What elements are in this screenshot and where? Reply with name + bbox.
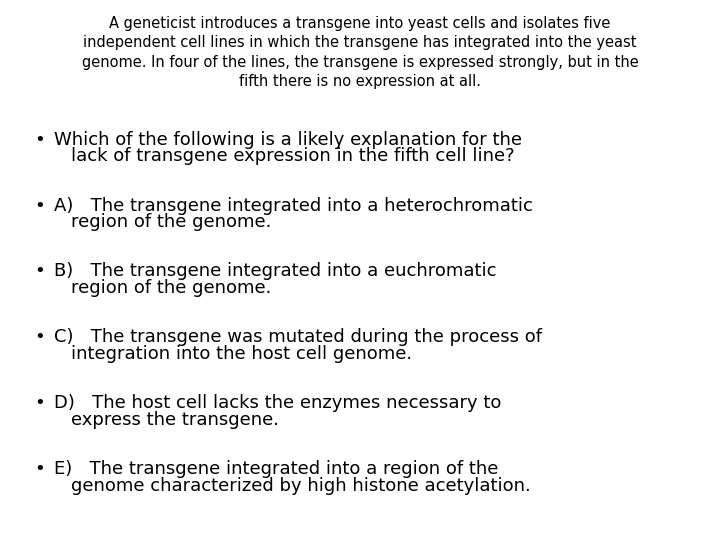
Text: •: • — [35, 394, 45, 412]
Text: •: • — [35, 460, 45, 478]
Text: •: • — [35, 262, 45, 280]
Text: lack of transgene expression in the fifth cell line?: lack of transgene expression in the fift… — [71, 147, 514, 165]
Text: region of the genome.: region of the genome. — [71, 213, 271, 231]
Text: •: • — [35, 197, 45, 214]
Text: B)   The transgene integrated into a euchromatic: B) The transgene integrated into a euchr… — [54, 262, 497, 280]
Text: C)   The transgene was mutated during the process of: C) The transgene was mutated during the … — [54, 328, 542, 346]
Text: Which of the following is a likely explanation for the: Which of the following is a likely expla… — [54, 131, 522, 149]
Text: region of the genome.: region of the genome. — [71, 279, 271, 297]
Text: A)   The transgene integrated into a heterochromatic: A) The transgene integrated into a heter… — [54, 197, 533, 214]
Text: genome characterized by high histone acetylation.: genome characterized by high histone ace… — [71, 477, 531, 495]
Text: D)   The host cell lacks the enzymes necessary to: D) The host cell lacks the enzymes neces… — [54, 394, 501, 412]
Text: A geneticist introduces a transgene into yeast cells and isolates five
independe: A geneticist introduces a transgene into… — [81, 16, 639, 89]
Text: •: • — [35, 328, 45, 346]
Text: integration into the host cell genome.: integration into the host cell genome. — [71, 345, 412, 363]
Text: •: • — [35, 131, 45, 149]
Text: E)   The transgene integrated into a region of the: E) The transgene integrated into a regio… — [54, 460, 498, 478]
Text: express the transgene.: express the transgene. — [71, 411, 279, 429]
